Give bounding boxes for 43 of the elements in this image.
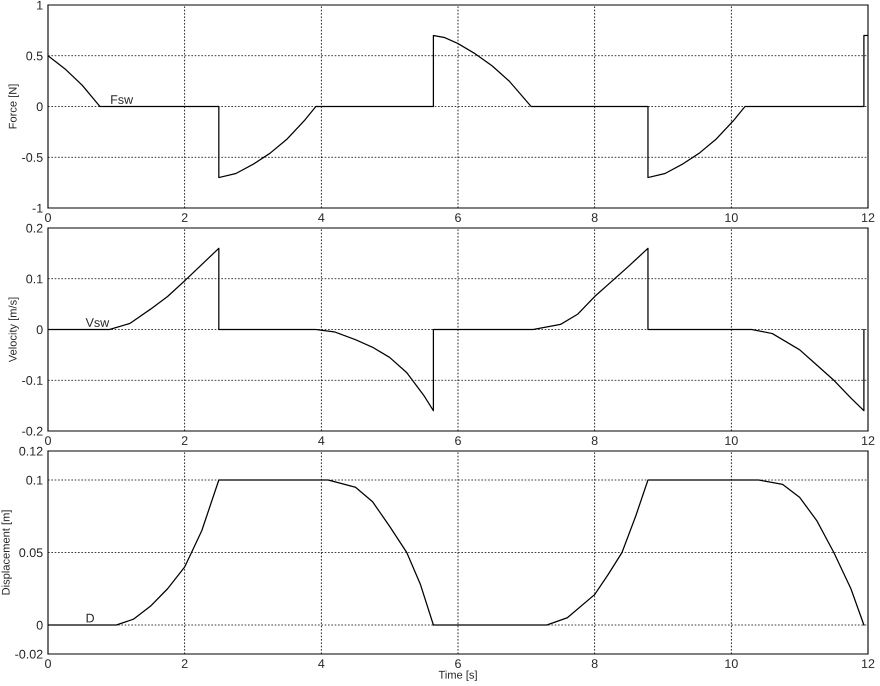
x-tick-label: 2 <box>182 213 188 222</box>
x-tick-label: 2 <box>182 659 188 668</box>
y-axis-title: Force [N] <box>8 84 19 128</box>
x-tick-label: 6 <box>455 213 461 222</box>
y-tick-label: 0 <box>36 325 43 334</box>
x-tick-label: 2 <box>182 436 188 445</box>
y-tick-label: -0.1 <box>22 376 43 385</box>
y-tick-label: 0.2 <box>26 224 43 233</box>
x-tick-label: 12 <box>862 659 874 668</box>
y-tick-label: 0.1 <box>26 274 43 284</box>
x-tick-label: 8 <box>592 436 598 446</box>
x-tick-label: 10 <box>725 436 738 446</box>
x-tick-label: 10 <box>725 213 738 222</box>
y-tick-label: 0.5 <box>26 52 43 60</box>
x-axis-title: Time [s] <box>438 670 477 681</box>
y-tick-label: 0 <box>36 102 43 112</box>
y-tick-label: 0 <box>36 620 43 630</box>
x-tick-label: 12 <box>862 213 874 222</box>
x-tick-label: 6 <box>455 436 461 446</box>
y-tick-label: -0.02 <box>15 650 43 659</box>
y-tick-label: 1 <box>37 0 43 10</box>
series-label: D <box>86 614 94 622</box>
x-tick-label: 8 <box>592 213 598 222</box>
y-tick-label: 0.1 <box>26 476 43 485</box>
y-axis-title: Displacement [m] <box>2 510 12 594</box>
y-tick-label: -1 <box>32 204 43 213</box>
y-tick-label: 0.12 <box>19 446 43 456</box>
x-tick-label: 6 <box>455 659 461 668</box>
x-tick-label: 0 <box>45 213 51 222</box>
y-tick-label: 0.05 <box>19 548 43 558</box>
x-tick-label: 0 <box>45 659 51 668</box>
x-tick-label: 4 <box>318 659 324 668</box>
y-tick-label: -0.5 <box>22 153 43 162</box>
x-tick-label: 8 <box>592 659 598 668</box>
y-tick-label: -0.2 <box>22 426 43 436</box>
x-tick-label: 0 <box>45 436 51 446</box>
x-tick-label: 12 <box>862 436 874 445</box>
x-tick-label: 4 <box>318 436 324 445</box>
x-tick-label: 10 <box>725 659 738 668</box>
series-label: Fsw <box>111 95 134 104</box>
series-label: Vsw <box>86 318 110 328</box>
x-tick-label: 4 <box>318 213 324 222</box>
y-axis-title: Velocity [m/s] <box>8 298 19 362</box>
